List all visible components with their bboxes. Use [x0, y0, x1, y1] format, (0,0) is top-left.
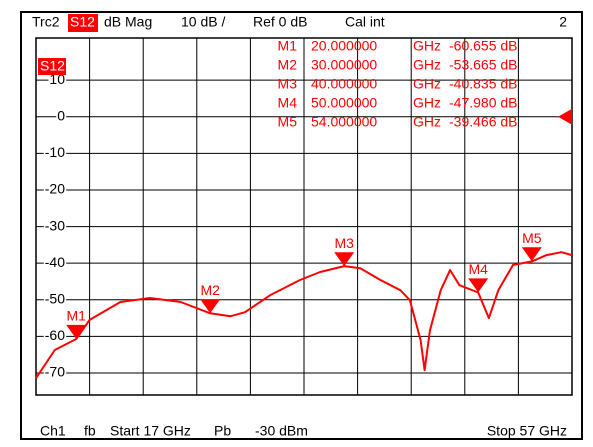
param-badge [68, 14, 98, 32]
marker-table-unit: GHz [413, 76, 441, 92]
footer-start: Start 17 GHz [110, 423, 191, 439]
screen-frame [20, 11, 583, 440]
calibration: Cal int [345, 14, 385, 30]
tick-label-bg [43, 146, 67, 159]
trace-label: S12 [40, 58, 65, 74]
marker-triangle [200, 299, 221, 314]
footer-stop: Stop 57 GHz [487, 423, 567, 439]
channel-number: 2 [559, 14, 567, 30]
marker-table-unit: GHz [413, 57, 441, 73]
scale: 10 dB / [181, 14, 225, 30]
trace-line [35, 251, 573, 379]
marker-table-value: -40.835 dB [449, 76, 518, 92]
marker-table-name: M5 [278, 114, 298, 130]
marker-table-name: M2 [278, 57, 298, 73]
y-tick-label: -50 [45, 291, 65, 307]
tick-label-bg [56, 109, 67, 122]
marker-name: M2 [200, 282, 220, 298]
y-tick-label: -20 [45, 181, 65, 197]
marker-table-freq: 50.000000 [311, 95, 377, 111]
y-tick-label: 0 [57, 107, 65, 123]
marker-name: M3 [334, 235, 354, 251]
marker-triangle [334, 252, 355, 267]
reference-arrow [558, 108, 572, 125]
tick-label-bg [43, 329, 67, 342]
marker-table-unit: GHz [413, 114, 441, 130]
trace-name: Trc2 [32, 14, 60, 30]
trace-badge [38, 58, 66, 75]
marker-table-name: M4 [278, 95, 298, 111]
y-tick-label: -60 [45, 327, 65, 343]
format: dB Mag [104, 14, 152, 30]
marker-name: M1 [66, 308, 86, 324]
marker-table-name: M1 [278, 38, 298, 54]
marker-table-value: -47.980 dB [449, 95, 518, 111]
tick-label-bg [43, 292, 67, 305]
y-tick-label: -10 [45, 144, 65, 160]
marker-table-value: -39.466 dB [449, 114, 518, 130]
marker-name: M5 [522, 230, 542, 246]
tick-label-bg [43, 219, 67, 232]
y-tick-label: -30 [45, 217, 65, 233]
footer-pb: Pb [214, 423, 231, 439]
footer-fb: fb [84, 423, 96, 439]
tick-label-bg [48, 72, 67, 85]
marker-table-freq: 30.000000 [311, 57, 377, 73]
tick-label-bg [43, 365, 67, 378]
marker-triangle [468, 278, 489, 293]
marker-table-value: -60.655 dB [449, 38, 518, 54]
marker-name: M4 [468, 261, 488, 277]
marker-triangle [521, 247, 542, 262]
marker-table-freq: 54.000000 [311, 114, 377, 130]
y-tick-label: -40 [45, 254, 65, 270]
marker-table-freq: 20.000000 [311, 38, 377, 54]
footer-power: -30 dBm [255, 423, 308, 439]
param: S12 [70, 14, 95, 30]
marker-table-value: -53.665 dB [449, 57, 518, 73]
marker-table-unit: GHz [413, 38, 441, 54]
reference: Ref 0 dB [253, 14, 307, 30]
y-tick-label: -70 [45, 364, 65, 380]
footer-channel: Ch1 [40, 423, 66, 439]
tick-label-bg [43, 255, 67, 268]
marker-table-unit: GHz [413, 95, 441, 111]
marker-table-name: M3 [278, 76, 298, 92]
marker-table-freq: 40.000000 [311, 76, 377, 92]
tick-label-bg [43, 182, 67, 195]
marker-triangle [66, 324, 87, 339]
